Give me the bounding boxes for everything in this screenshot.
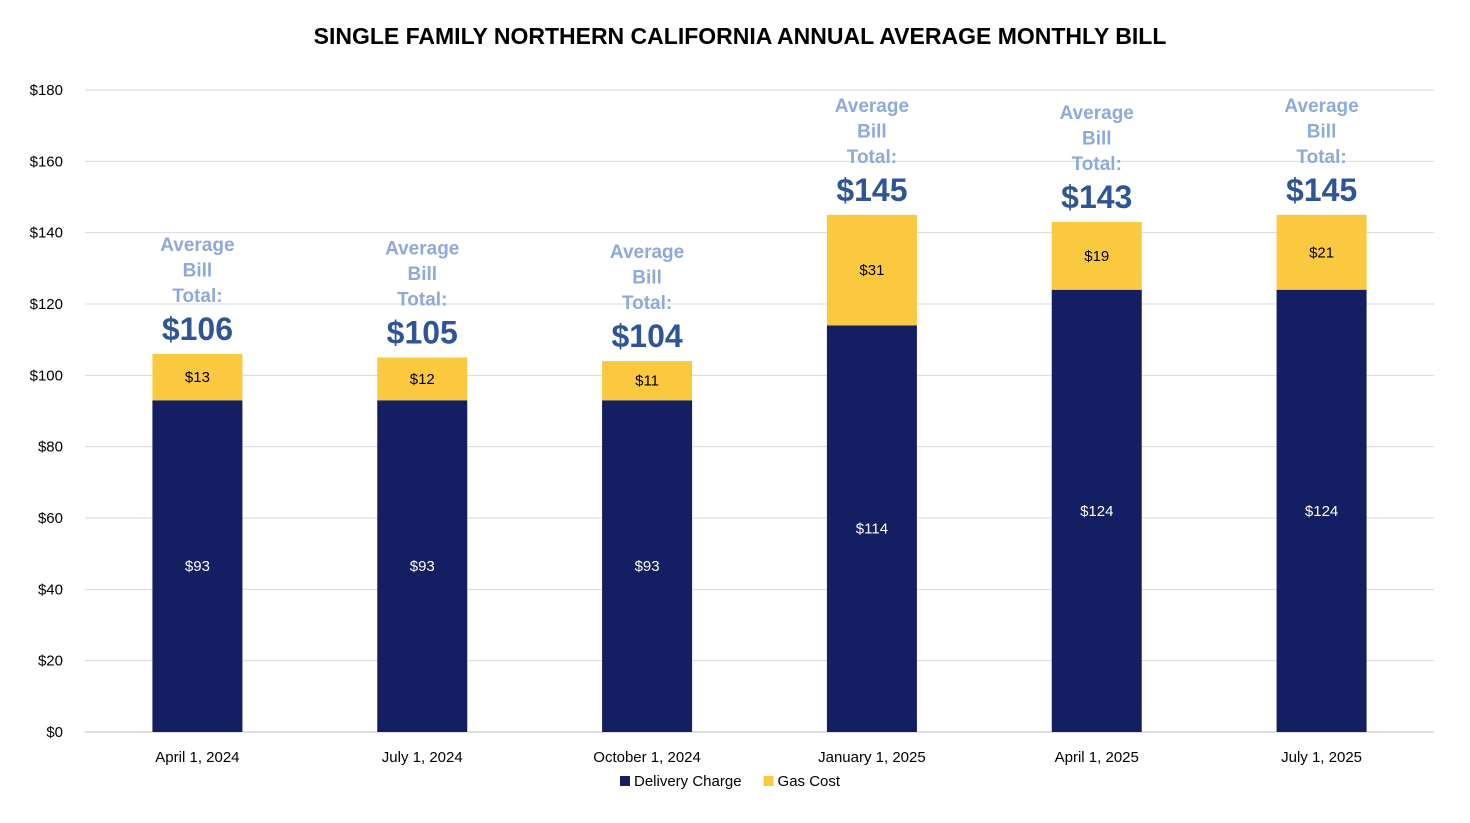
bar-total-caption: Bill <box>632 268 662 289</box>
legend-swatch <box>763 776 774 786</box>
y-tick-label: $60 <box>38 510 63 527</box>
bar-total-caption: Total: <box>1296 147 1346 168</box>
bar-total-value: $105 <box>387 315 458 351</box>
bar-segment-delivery-charge <box>602 400 693 732</box>
bar-total-caption: Average <box>160 235 234 256</box>
bar-value-label: $124 <box>1305 503 1338 520</box>
bar-total-caption: Bill <box>407 264 437 285</box>
bar-segment-gas-cost <box>377 357 468 401</box>
y-tick-label: $160 <box>30 153 63 170</box>
bar-value-label: $93 <box>185 558 210 575</box>
x-category-label: July 1, 2024 <box>382 749 463 766</box>
x-category-label: January 1, 2025 <box>818 749 926 766</box>
bar-total-caption: Bill <box>183 260 213 281</box>
bar-segment-gas-cost <box>152 353 243 401</box>
bar-total-caption: Average <box>835 96 909 117</box>
bar-total-caption: Average <box>385 239 459 260</box>
bar-total-caption: Total: <box>1072 154 1122 175</box>
bar-segment-delivery-charge <box>826 325 917 732</box>
gridlines <box>85 89 1434 733</box>
bar-total-caption: Bill <box>1307 121 1337 142</box>
bar-segment-delivery-charge <box>1276 289 1367 732</box>
bar-value-label: $13 <box>185 369 210 386</box>
bar-value-label: $31 <box>859 262 884 279</box>
bar-value-label: $114 <box>856 521 888 538</box>
bar-total-annotations: $106 Average Bill Total: $105 Average Bill Tota… <box>160 96 1358 354</box>
y-tick-label: $0 <box>46 724 63 741</box>
y-tick-label: $20 <box>38 653 63 670</box>
y-axis-ticks: $0 $20 $40 $60 $80 $100 $120 $140 $160 $180 <box>30 82 63 741</box>
y-tick-label: $140 <box>30 225 63 242</box>
bar-value-label: $93 <box>410 558 435 575</box>
bar-segment-gas-cost <box>1276 214 1367 290</box>
bar-value-label: $12 <box>410 371 435 388</box>
bar-value-label: $124 <box>1080 503 1113 520</box>
bar-total-caption: Total: <box>172 286 222 307</box>
legend: Delivery Charge Gas Cost <box>620 773 841 790</box>
bar-value-label: $21 <box>1309 244 1334 261</box>
bar-total-caption: Bill <box>1082 128 1112 149</box>
y-tick-label: $80 <box>38 439 63 456</box>
bar-segment-delivery-charge <box>377 400 468 732</box>
bar-segment-gas-cost <box>1051 221 1142 290</box>
bar-total-value: $104 <box>611 318 682 354</box>
y-tick-label: $180 <box>30 82 63 99</box>
bar-segment-delivery-charge <box>152 400 243 732</box>
bar-value-label: $93 <box>635 558 660 575</box>
legend-swatch <box>620 776 630 786</box>
bar-total-caption: Total: <box>847 147 897 168</box>
x-axis-categories: April 1, 2024 July 1, 2024 October 1, 2024… <box>155 749 1362 766</box>
bar-total-caption: Average <box>610 242 684 263</box>
x-category-label: April 1, 2025 <box>1055 749 1139 766</box>
bar-total-caption: Total: <box>622 293 672 314</box>
y-tick-label: $100 <box>30 367 63 384</box>
x-category-label: October 1, 2024 <box>593 749 701 766</box>
bars: $93 $13 $93 $12 $93 $11 $114 $31 $124 $19 $124 $21 <box>152 214 1367 732</box>
bar-total-caption: Bill <box>857 121 887 142</box>
bar-total-caption: Average <box>1060 103 1134 124</box>
bar-segment-gas-cost <box>602 361 693 401</box>
legend-label: Delivery Charge <box>634 773 742 790</box>
bar-total-value: $145 <box>836 172 907 208</box>
bar-total-value: $106 <box>162 311 233 347</box>
x-category-label: April 1, 2024 <box>155 749 239 766</box>
chart-title: SINGLE FAMILY NORTHERN CALIFORNIA ANNUAL… <box>314 23 1167 49</box>
x-category-label: July 1, 2025 <box>1281 749 1362 766</box>
bar-value-label: $19 <box>1084 248 1109 265</box>
y-tick-label: $120 <box>30 296 63 313</box>
legend-label: Gas Cost <box>778 773 841 790</box>
bar-total-caption: Total: <box>397 290 447 311</box>
bar-total-caption: Average <box>1284 96 1358 117</box>
bar-total-value: $145 <box>1286 172 1357 208</box>
bar-segment-delivery-charge <box>1051 289 1142 732</box>
bar-segment-gas-cost <box>826 214 917 326</box>
bar-value-label: $11 <box>635 373 659 390</box>
bar-total-value: $143 <box>1061 179 1132 215</box>
y-tick-label: $40 <box>38 581 63 598</box>
